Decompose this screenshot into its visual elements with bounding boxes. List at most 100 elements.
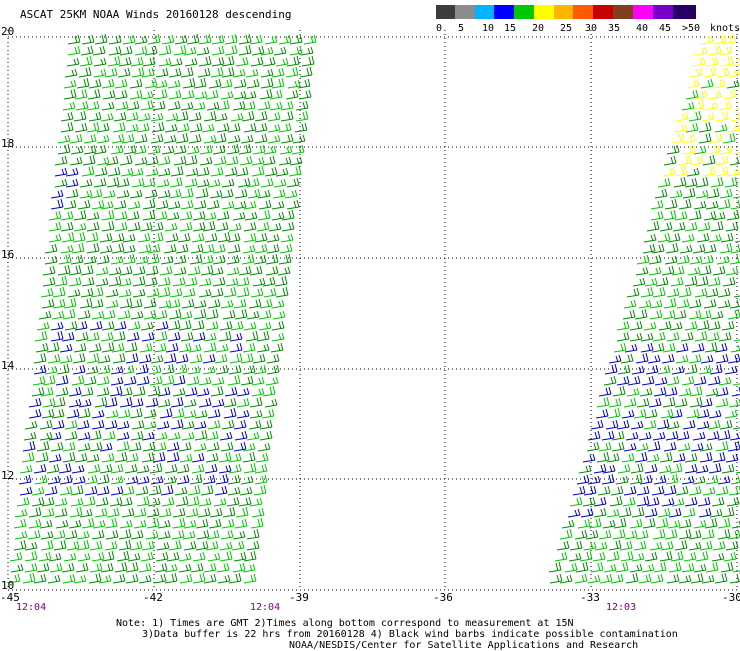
wind-barb [80,45,94,56]
wind-barb [179,310,193,320]
wind-barb [57,143,71,155]
wind-barb [81,165,95,177]
wind-barb [720,561,734,573]
wind-barb [590,561,604,573]
wind-barb [176,463,190,474]
wind-barb [214,353,228,364]
wind-barb [160,255,174,265]
wind-barb [275,57,289,67]
wind-barb [31,496,45,507]
wind-barb [717,299,731,309]
wind-barb [141,67,155,78]
wind-barb [261,408,275,419]
wind-barb [207,408,221,419]
wind-barb [41,298,55,309]
wind-barb [88,342,102,353]
wind-barb [140,99,154,111]
wind-barb [711,552,725,562]
wind-barb [91,409,105,419]
wind-barb [158,57,172,67]
wind-barb [77,199,91,210]
wind-barb [703,298,717,309]
wind-barb [205,452,219,463]
wind-barb [648,266,662,276]
wind-barb [688,353,702,364]
wind-barb [665,473,679,485]
wind-barb [167,100,181,111]
wind-barb [179,210,193,221]
wind-barb [722,276,736,287]
wind-barb [210,166,224,177]
wind-barb [260,177,274,188]
wind-barb [701,574,715,584]
wind-barb [667,519,681,529]
wind-barb [707,144,721,155]
wind-barb [721,463,735,474]
wind-barb [674,397,688,408]
wind-barb [40,386,54,397]
wind-barb [178,563,192,573]
wind-barb [41,408,55,419]
wind-barb [267,134,281,144]
wind-barb [554,551,568,562]
wind-barb [50,189,64,199]
wind-barb [286,55,300,67]
wind-barb [34,474,48,485]
wind-barb [176,474,190,485]
wind-barb [129,407,143,419]
wind-barb [153,441,167,452]
wind-barb [102,309,116,320]
wind-barb [80,386,94,397]
wind-barb [236,409,250,419]
wind-barb [157,189,171,199]
wind-barb [569,540,583,551]
wind-barb [236,397,250,408]
wind-barb [142,56,156,67]
wind-barb [85,231,99,243]
wind-barb [693,200,707,210]
wind-barb [695,550,709,562]
wind-barb [207,298,221,309]
wind-barb [86,242,100,254]
wind-barb [28,408,42,419]
wind-barb [123,375,137,386]
wind-barb [172,387,186,397]
wind-barb [233,78,247,89]
wind-barb [254,474,268,485]
wind-barb [74,88,88,100]
wind-barb [14,508,28,518]
wind-barb [622,496,636,507]
wind-barb [94,33,108,45]
wind-barb [233,419,247,430]
wind-barb [142,441,156,452]
wind-barb [252,353,266,364]
wind-barb [86,331,100,342]
wind-barb [203,341,217,353]
wind-barb [616,419,630,430]
wind-barb [718,331,732,342]
wind-barb [641,375,655,386]
wind-barb [222,506,236,518]
wind-barb [93,68,107,78]
wind-barb [733,295,740,298]
wind-barb [119,154,133,166]
wind-barb [723,88,737,100]
wind-barb [707,375,721,386]
wind-barb [24,562,38,573]
wind-barb [669,189,683,199]
wind-barb [606,452,620,463]
wind-barb [206,199,220,210]
wind-barb [720,232,734,243]
wind-barb [172,517,186,529]
legend-swatch-11 [653,5,673,19]
wind-barb [23,431,37,441]
wind-barb [127,221,141,232]
wind-barb [593,496,607,507]
wind-barb [690,155,704,166]
wind-barb [615,475,629,485]
wind-barb [148,364,162,375]
wind-barb [160,484,174,496]
wind-barb [243,232,257,243]
wind-barb [72,352,86,364]
wind-barb [214,485,228,496]
